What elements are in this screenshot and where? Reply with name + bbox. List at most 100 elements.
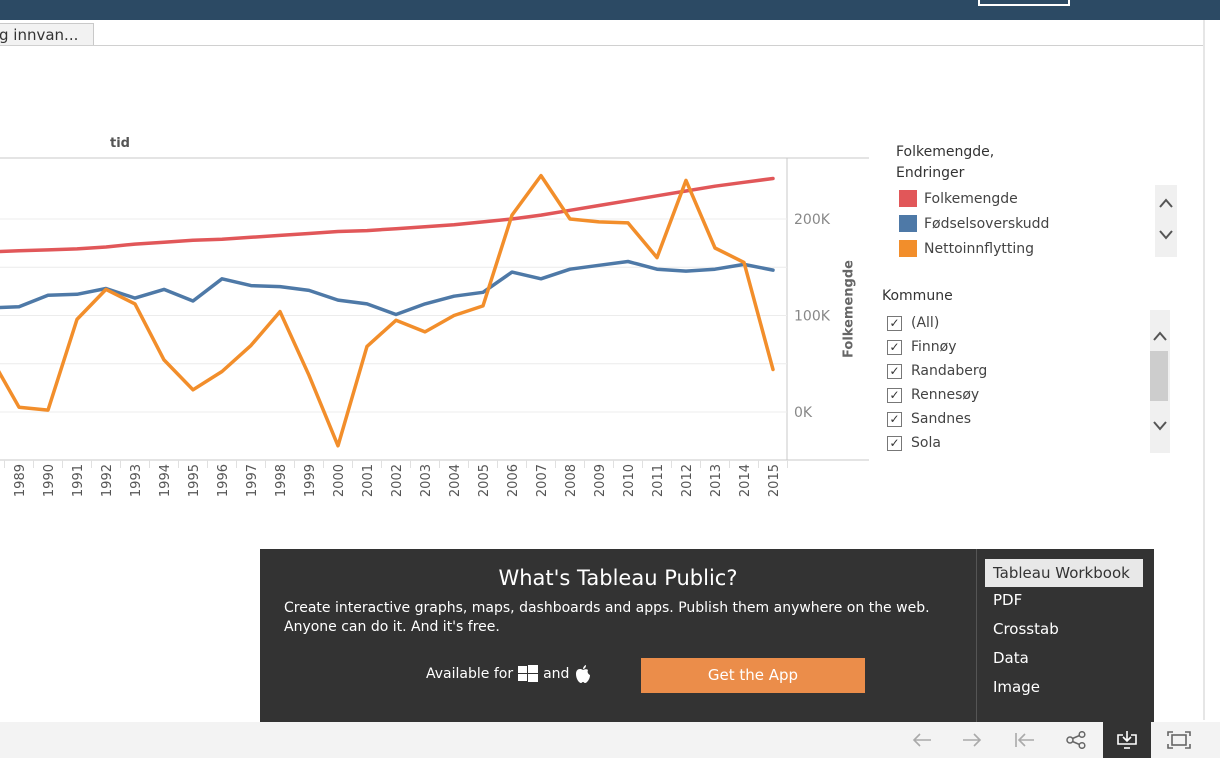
axis-ticks: 200K 100K 0K 1989 1990 1991 1992 1993 1994 1995 19… (4, 212, 831, 497)
filter-item-randaberg[interactable]: ✓ Randaberg (887, 359, 987, 383)
redo-icon[interactable] (955, 722, 989, 758)
available-for: Available for and (426, 664, 597, 684)
x-tick-label: 2005 (477, 464, 492, 497)
color-legend: Folkemengde Fødselsoverskudd Nettoinnfly… (899, 186, 1049, 261)
x-tick-label: 2013 (709, 464, 724, 497)
x-tick-label: 1998 (274, 464, 289, 497)
filter-item-sola[interactable]: ✓ Sola (887, 431, 987, 455)
column-header: tid (110, 136, 130, 151)
filter-label: Rennesøy (911, 387, 980, 403)
y-tick-label: 0K (794, 405, 813, 421)
line-chart[interactable]: 200K 100K 0K 1989 1990 1991 1992 1993 1994 1995 19… (0, 150, 880, 510)
x-tick-label: 1999 (303, 464, 318, 497)
scrollbar-thumb[interactable] (1150, 351, 1168, 401)
filter-item-finnoy[interactable]: ✓ Finnøy (887, 335, 987, 359)
x-tick-label: 1989 (13, 464, 28, 497)
x-tick-label: 1990 (42, 464, 57, 497)
top-header-bar (0, 0, 1220, 20)
bottom-toolbar (0, 722, 1220, 758)
filter-title: Kommune (882, 288, 953, 304)
checkbox[interactable]: ✓ (887, 387, 902, 403)
filter-item-sandnes[interactable]: ✓ Sandnes (887, 407, 987, 431)
series-lines[interactable] (0, 173, 775, 448)
x-tick-label: 2007 (535, 464, 550, 497)
x-tick-label: 1994 (158, 464, 173, 497)
menu-item-tableau-workbook[interactable]: Tableau Workbook (985, 559, 1143, 587)
apple-icon[interactable] (574, 664, 592, 684)
grid (0, 157, 869, 461)
chevron-up-icon[interactable] (1152, 328, 1168, 346)
right-axis-title: Folkemengde (841, 260, 857, 358)
fullscreen-icon[interactable] (1160, 722, 1198, 758)
menu-item-pdf[interactable]: PDF (993, 591, 1023, 609)
x-tick-label: 1995 (187, 464, 202, 497)
series-line[interactable] (0, 259, 775, 317)
checkbox[interactable]: ✓ (887, 363, 902, 379)
legend-title: Folkemengde, Endringer (896, 144, 995, 181)
filter-item-all[interactable]: ✓ (All) (887, 311, 987, 335)
sheet-tab[interactable]: g innvan... (0, 23, 94, 45)
available-and: and (543, 666, 570, 682)
legend-label: Folkemengde (924, 190, 1018, 207)
share-icon[interactable] (1058, 722, 1094, 758)
revert-icon[interactable] (1008, 722, 1042, 758)
x-tick-label: 2014 (738, 464, 753, 497)
checkbox[interactable]: ✓ (887, 411, 902, 427)
x-tick-label: 1997 (245, 464, 260, 497)
y-tick-label: 200K (794, 212, 831, 228)
kommune-filter: ✓ (All) ✓ Finnøy ✓ Randaberg ✓ Rennesøy … (887, 311, 987, 455)
legend-swatch (899, 240, 917, 257)
legend-label: Nettoinnflytting (924, 240, 1034, 257)
popup-divider (976, 549, 977, 725)
x-tick-label: 2000 (332, 464, 347, 497)
filter-label: Sandnes (911, 411, 972, 427)
x-tick-label: 2012 (680, 464, 695, 497)
download-icon[interactable] (1103, 722, 1151, 758)
x-tick-label: 2002 (390, 464, 405, 497)
menu-item-crosstab[interactable]: Crosstab (993, 620, 1059, 638)
viz-edge (1203, 20, 1205, 720)
popup-title: What's Tableau Public? (498, 566, 738, 590)
chevron-up-icon[interactable] (1158, 195, 1174, 213)
download-menu: Tableau Workbook PDF Crosstab Data Image (985, 559, 1143, 704)
chevron-down-icon[interactable] (1152, 418, 1168, 436)
x-tick-label: 2011 (651, 464, 666, 497)
popup-description: Create interactive graphs, maps, dashboa… (284, 600, 930, 635)
series-line[interactable] (0, 176, 775, 254)
undo-icon[interactable] (905, 722, 939, 758)
checkbox[interactable]: ✓ (887, 315, 902, 331)
x-tick-label: 1992 (100, 464, 115, 497)
legend-item-fodselsoverskudd[interactable]: Fødselsoverskudd (899, 211, 1049, 236)
filter-label: Sola (911, 435, 941, 451)
tableau-public-popup: What's Tableau Public? Create interactiv… (260, 549, 1154, 725)
x-tick-label: 2004 (448, 464, 463, 497)
filter-item-rennesoy[interactable]: ✓ Rennesøy (887, 383, 987, 407)
legend-item-nettoinnflytting[interactable]: Nettoinnflytting (899, 236, 1049, 261)
checkbox[interactable]: ✓ (887, 339, 902, 355)
x-tick-label: 2010 (622, 464, 637, 497)
x-tick-label: 1993 (129, 464, 144, 497)
x-tick-label: 1991 (71, 464, 86, 497)
filter-label: Randaberg (911, 363, 988, 379)
header-button[interactable] (978, 0, 1070, 6)
legend-scrollbar[interactable] (1155, 185, 1177, 257)
checkbox[interactable]: ✓ (887, 435, 902, 451)
legend-swatch (899, 190, 917, 207)
legend-item-folkemengde[interactable]: Folkemengde (899, 186, 1049, 211)
filter-label: Finnøy (911, 339, 957, 355)
available-prefix: Available for (426, 666, 514, 682)
y-tick-label: 100K (794, 309, 831, 325)
menu-item-image[interactable]: Image (993, 678, 1040, 696)
chevron-down-icon[interactable] (1158, 227, 1174, 245)
x-tick-label: 2015 (767, 464, 782, 497)
get-the-app-button[interactable]: Get the App (641, 658, 865, 693)
x-tick-label: 2008 (564, 464, 579, 497)
x-tick-label: 2003 (419, 464, 434, 497)
menu-item-data[interactable]: Data (993, 649, 1029, 667)
windows-icon[interactable] (518, 665, 539, 683)
legend-swatch (899, 215, 917, 232)
legend-label: Fødselsoverskudd (924, 215, 1050, 232)
x-tick-label: 2001 (361, 464, 376, 497)
series-line[interactable] (0, 173, 775, 448)
x-tick-label: 2006 (506, 464, 521, 497)
